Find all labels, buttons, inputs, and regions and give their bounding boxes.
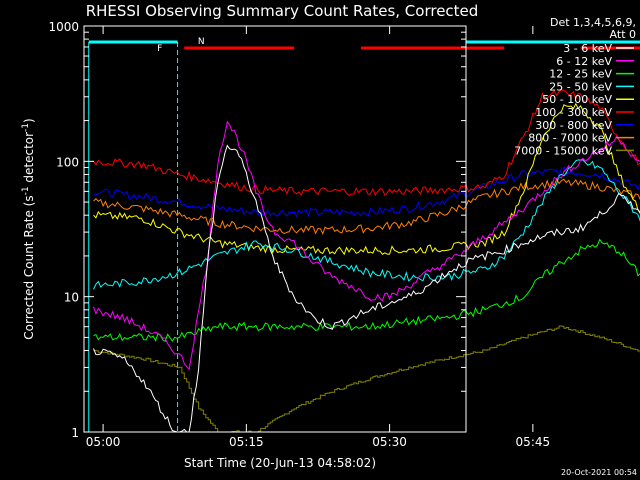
series-line-4 <box>93 159 640 290</box>
series-line-9 <box>93 325 640 433</box>
y-label-exponent-1: -1 <box>21 186 31 195</box>
y-label-mid: detector <box>22 132 36 187</box>
legend-label-6: 100 - 300 keV <box>535 106 612 119</box>
series-line-1 <box>93 144 640 433</box>
marker-n: N <box>198 37 205 47</box>
series-line-6 <box>93 89 640 197</box>
series-lines <box>93 89 640 433</box>
marker-f: F <box>157 44 162 54</box>
footer-date: 20-Oct-2021 00:54 <box>561 468 637 477</box>
x-tick-label-3: 05:45 <box>516 435 551 449</box>
y-axis-label: Corrected Count Rate (s-1 detector-1) <box>21 118 36 339</box>
legend-header-detectors: Det 1,3,4,5,6,9, <box>550 16 636 29</box>
chart-title: RHESSI Observing Summary Count Rates, Co… <box>86 2 479 20</box>
legend-label-7: 300 - 800 keV <box>535 119 612 132</box>
series-line-2 <box>93 120 640 371</box>
y-tick-label-1: 10 <box>64 291 79 305</box>
series-line-5 <box>93 102 640 256</box>
y-tick-label-2: 100 <box>56 155 79 169</box>
axis-ticks <box>84 25 534 433</box>
y-label-end: ) <box>22 118 36 123</box>
night-interval-0 <box>88 40 179 432</box>
x-tick-label-2: 05:30 <box>372 435 407 449</box>
series-line-7 <box>93 166 640 218</box>
legend-header-attenuator: Att 0 <box>610 28 636 41</box>
x-tick-label-1: 05:15 <box>229 435 264 449</box>
series-line-8 <box>93 177 640 235</box>
y-tick-label-3: 1000 <box>48 20 79 34</box>
legend-label-3: 12 - 25 keV <box>549 68 612 81</box>
y-tick-label-0: 1 <box>71 426 79 440</box>
y-label-main: Corrected Count Rate (s <box>22 195 36 339</box>
legend-label-8: 800 - 7000 keV <box>528 132 612 145</box>
x-axis-label: Start Time (20-Jun-13 04:58:02) <box>184 456 376 470</box>
axis-labels: 05:0005:1505:3005:4506:0006:1506:3011010… <box>48 20 551 449</box>
x-tick-label-0: 05:00 <box>86 435 121 449</box>
legend-label-4: 25 - 50 keV <box>549 80 612 93</box>
legend-label-5: 50 - 100 keV <box>542 93 612 106</box>
plot-frame <box>83 25 467 433</box>
legend-label-1: 3 - 6 keV <box>563 42 612 55</box>
y-label-exponent-2: -1 <box>21 123 31 132</box>
legend-label-2: 6 - 12 keV <box>556 55 612 68</box>
legend-label-9: 7000 - 15000 keV <box>514 144 612 157</box>
series-line-3 <box>93 238 640 343</box>
